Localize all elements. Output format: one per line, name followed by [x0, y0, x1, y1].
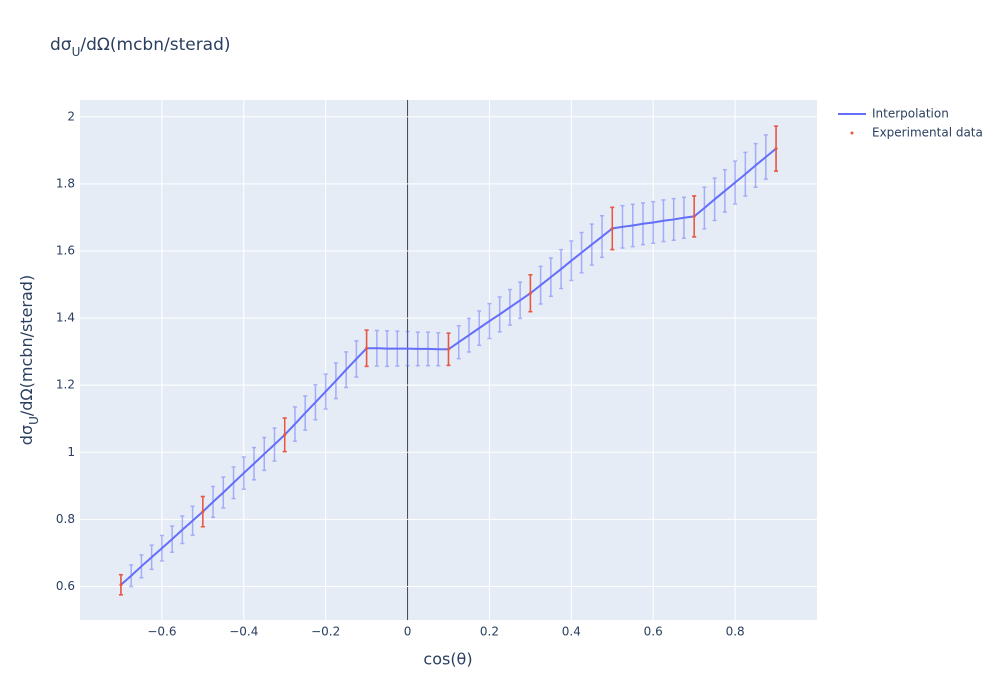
label-part: U	[27, 416, 41, 425]
marker	[692, 214, 696, 218]
y-tick-label: 1.8	[56, 176, 75, 190]
y-tick-label: 0.6	[56, 579, 75, 593]
title-part: dσ	[50, 35, 72, 55]
label-part: /dΩ(mcbn/sterad)	[17, 275, 36, 416]
marker	[528, 291, 532, 295]
marker	[774, 147, 778, 151]
x-tick-label: 0.8	[726, 625, 745, 639]
y-axis-title: dσU/dΩ(mcbn/sterad)	[17, 275, 41, 445]
x-tick-label: 0	[404, 625, 412, 639]
legend-swatch	[850, 131, 854, 135]
marker	[283, 433, 287, 437]
legend-label[interactable]: Experimental data	[872, 126, 983, 140]
marker	[201, 510, 205, 514]
x-tick-label: −0.2	[311, 625, 340, 639]
y-tick-label: 1.2	[56, 378, 75, 392]
title-part: /dΩ(mcbn/sterad)	[80, 35, 230, 55]
x-tick-label: 0.6	[644, 625, 663, 639]
x-tick-label: 0.2	[480, 625, 499, 639]
x-axis-title: cos(θ)	[423, 650, 472, 669]
label-part: dσ	[17, 425, 36, 445]
marker	[119, 583, 123, 587]
y-tick-label: 1.6	[56, 243, 75, 257]
x-tick-label: −0.6	[147, 625, 176, 639]
chart-title: dσU/dΩ(mcbn/sterad)	[50, 35, 231, 59]
marker	[610, 226, 614, 230]
y-tick-label: 2	[67, 109, 75, 123]
y-tick-label: 1	[67, 445, 75, 459]
legend-label[interactable]: Interpolation	[872, 107, 949, 121]
marker	[447, 347, 450, 351]
x-tick-label: 0.4	[562, 625, 581, 639]
x-tick-label: −0.4	[229, 625, 258, 639]
title-part: U	[72, 45, 81, 59]
y-tick-label: 1.4	[56, 311, 75, 325]
y-tick-label: 0.8	[56, 512, 75, 526]
marker	[365, 346, 369, 350]
